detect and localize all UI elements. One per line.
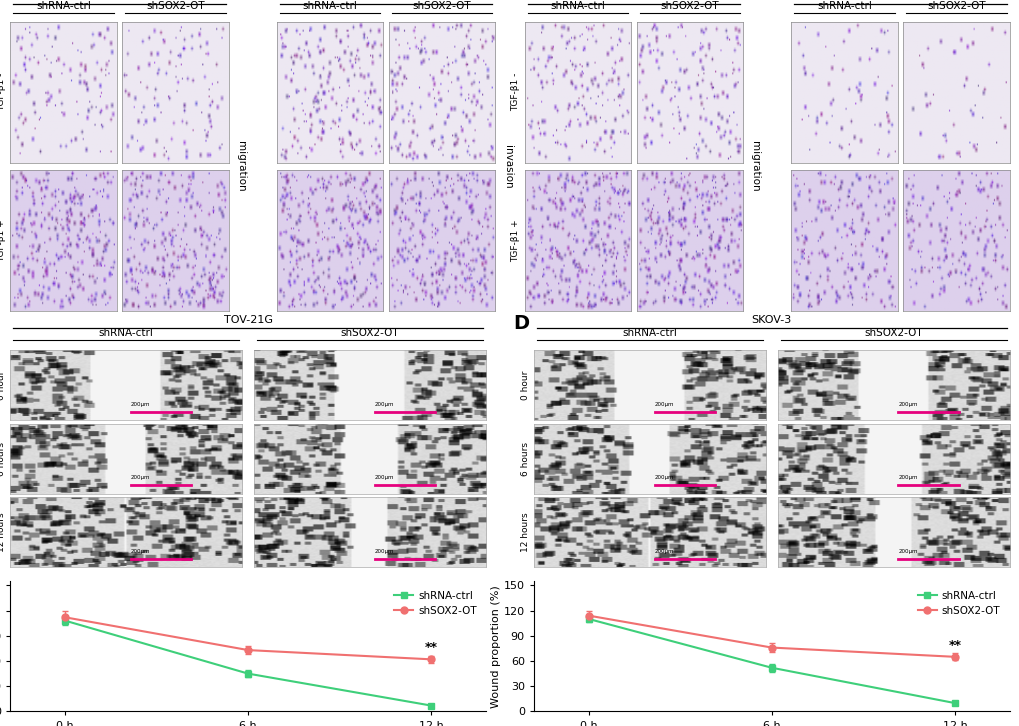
Text: shSOX2-OT: shSOX2-OT bbox=[863, 327, 922, 338]
Text: D: D bbox=[513, 314, 529, 333]
Text: **: ** bbox=[948, 639, 961, 652]
Text: SKOV-3: SKOV-3 bbox=[879, 0, 920, 1]
Text: TGF-β1 -: TGF-β1 - bbox=[511, 73, 520, 112]
Text: 12 hours: 12 hours bbox=[0, 513, 6, 552]
Text: 200μm: 200μm bbox=[130, 401, 150, 407]
Text: shRNA-ctrl: shRNA-ctrl bbox=[622, 327, 677, 338]
Text: TOV-21G: TOV-21G bbox=[223, 315, 272, 325]
Text: migration: migration bbox=[750, 141, 759, 192]
Text: shSOX2-OT: shSOX2-OT bbox=[413, 1, 471, 11]
Text: SKOV-3: SKOV-3 bbox=[751, 315, 791, 325]
Text: 12 hours: 12 hours bbox=[521, 513, 529, 552]
Text: 0 hour: 0 hour bbox=[0, 370, 6, 400]
Text: SKOV-3: SKOV-3 bbox=[613, 0, 653, 1]
Text: 200μm: 200μm bbox=[130, 549, 150, 554]
Text: 200μm: 200μm bbox=[374, 401, 394, 407]
Text: 200μm: 200μm bbox=[654, 401, 674, 407]
Text: 200μm: 200μm bbox=[654, 476, 674, 481]
Text: B: B bbox=[493, 0, 508, 4]
Text: TGF-β1 -: TGF-β1 - bbox=[0, 73, 6, 112]
Text: 6 hours: 6 hours bbox=[0, 441, 6, 476]
Text: 200μm: 200μm bbox=[654, 549, 674, 554]
Legend: shRNA-ctrl, shSOX2-OT: shRNA-ctrl, shSOX2-OT bbox=[913, 587, 1004, 620]
Text: shRNA-ctrl: shRNA-ctrl bbox=[816, 1, 871, 11]
Text: shRNA-ctrl: shRNA-ctrl bbox=[550, 1, 604, 11]
Text: TOV-21G: TOV-21G bbox=[362, 0, 411, 1]
Text: 200μm: 200μm bbox=[374, 476, 394, 481]
Text: migration: migration bbox=[235, 141, 246, 192]
Text: 6 hours: 6 hours bbox=[521, 441, 529, 476]
Text: shSOX2-OT: shSOX2-OT bbox=[926, 1, 984, 11]
Y-axis label: Wound proportion (%): Wound proportion (%) bbox=[490, 585, 500, 708]
Text: 200μm: 200μm bbox=[130, 476, 150, 481]
Text: shRNA-ctrl: shRNA-ctrl bbox=[99, 327, 154, 338]
Text: 0 hour: 0 hour bbox=[521, 370, 529, 400]
Text: TOV-21G: TOV-21G bbox=[95, 0, 144, 1]
Text: shSOX2-OT: shSOX2-OT bbox=[660, 1, 718, 11]
Text: shSOX2-OT: shSOX2-OT bbox=[340, 327, 399, 338]
Text: 200μm: 200μm bbox=[374, 549, 394, 554]
Text: 200μm: 200μm bbox=[898, 476, 917, 481]
Text: invasion: invasion bbox=[1016, 144, 1019, 188]
Text: TGF-β1 +: TGF-β1 + bbox=[511, 219, 520, 262]
Text: shRNA-ctrl: shRNA-ctrl bbox=[303, 1, 358, 11]
Text: 200μm: 200μm bbox=[898, 401, 917, 407]
Text: invasion: invasion bbox=[502, 144, 513, 188]
Text: **: ** bbox=[424, 641, 437, 654]
Text: shRNA-ctrl: shRNA-ctrl bbox=[36, 1, 91, 11]
Text: 200μm: 200μm bbox=[898, 549, 917, 554]
Legend: shRNA-ctrl, shSOX2-OT: shRNA-ctrl, shSOX2-OT bbox=[389, 587, 481, 620]
Text: TGF-β1 +: TGF-β1 + bbox=[0, 219, 6, 262]
Text: shSOX2-OT: shSOX2-OT bbox=[146, 1, 205, 11]
